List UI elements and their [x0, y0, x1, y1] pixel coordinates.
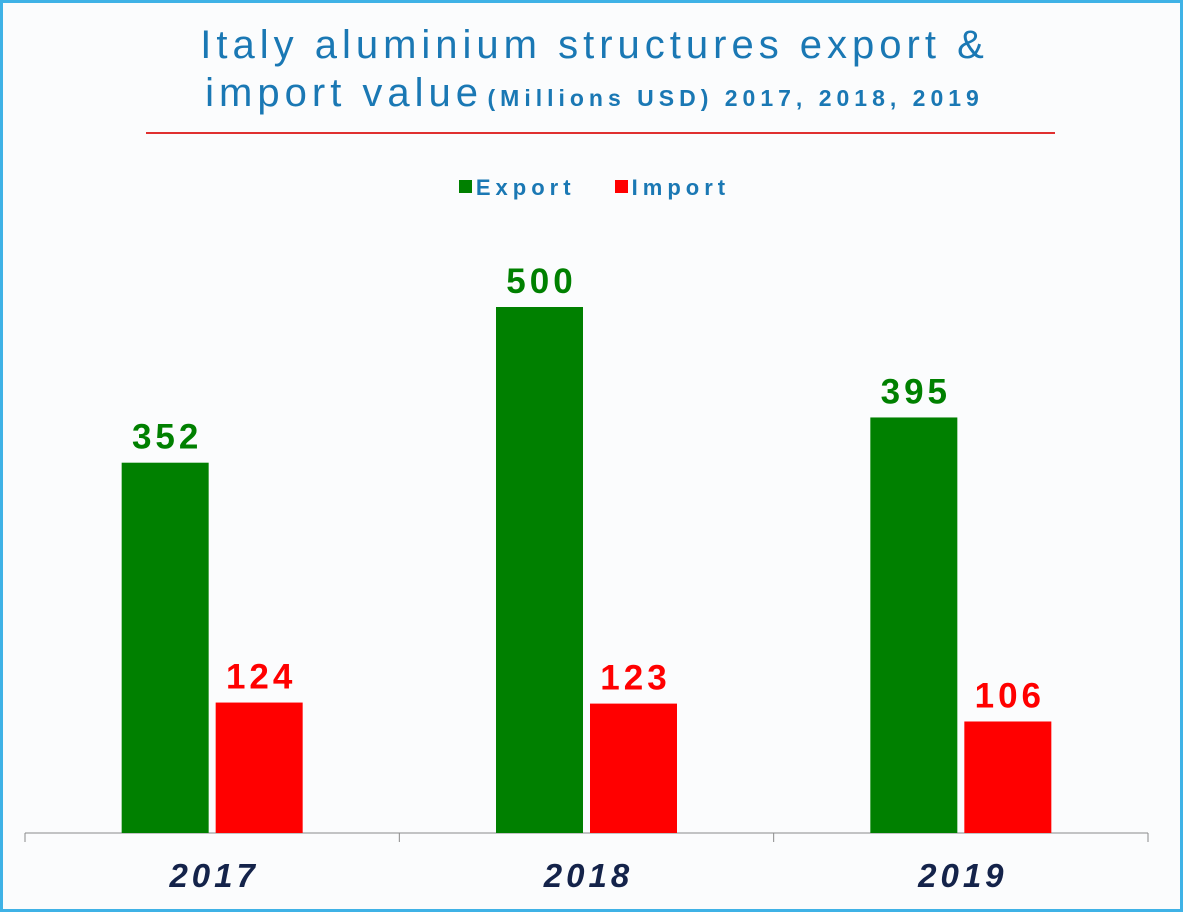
data-label-export-2018: 500 [506, 262, 576, 301]
title-line-2-main: import value [205, 71, 484, 115]
category-label-2018: 2018 [543, 857, 633, 894]
title-line-2: import value (Millions USD) 2017, 2018, … [43, 69, 1146, 126]
bar-export-2018 [496, 307, 583, 833]
legend-item-import: Import [614, 175, 731, 201]
data-label-import-2019: 106 [975, 676, 1045, 715]
data-label-import-2018: 123 [600, 659, 670, 698]
bar-import-2017 [215, 702, 303, 833]
legend-item-export: Export [458, 175, 576, 201]
bar-chart: 352 124 2017 500 123 2018 395 106 2019 [24, 262, 1149, 894]
bar-import-2019 [964, 721, 1052, 833]
legend-swatch-export [458, 180, 472, 193]
data-label-export-2019: 395 [881, 372, 951, 411]
legend-label-import: Import [631, 175, 731, 200]
chart-title: Italy aluminium structures export & impo… [43, 21, 1146, 126]
legend-label-export: Export [475, 175, 576, 200]
bar-import-2018 [590, 703, 677, 833]
category-label-2019: 2019 [917, 857, 1007, 894]
bar-export-2019 [870, 417, 958, 833]
legend: Export Import [3, 175, 1183, 201]
title-line-2-subtitle: (Millions USD) 2017, 2018, 2019 [487, 85, 984, 111]
data-label-export-2017: 352 [132, 418, 202, 457]
legend-swatch-import [614, 180, 628, 193]
title-line-1: Italy aluminium structures export & [200, 23, 989, 67]
title-underline [146, 132, 1055, 134]
bar-export-2017 [121, 462, 209, 833]
data-label-import-2017: 124 [226, 658, 296, 697]
category-label-2017: 2017 [168, 857, 258, 894]
